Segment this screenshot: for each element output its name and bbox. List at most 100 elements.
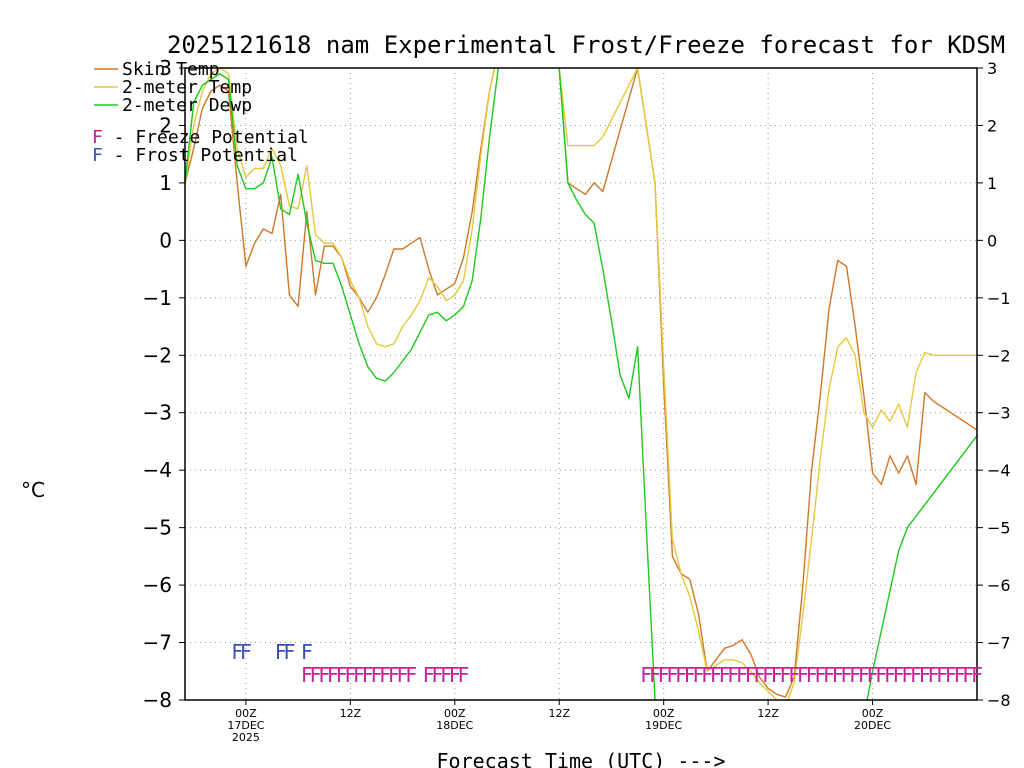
freeze-flag: F — [692, 663, 704, 687]
freeze-flag: F — [832, 663, 844, 687]
freeze-flag: F — [449, 663, 461, 687]
freeze-flag: F — [867, 663, 879, 687]
freeze-flag: F — [901, 663, 913, 687]
y-axis-left: 3 2 1 0 −1 −2 −3 −4 −5 −6 −7 −8 — [143, 56, 185, 712]
freeze-flag: F — [814, 663, 826, 687]
freeze-flag: F — [397, 663, 409, 687]
freeze-flag: F — [719, 663, 731, 687]
freeze-flag: F — [971, 663, 983, 687]
y-tick-label-right: 1 — [987, 174, 997, 193]
y-tick-label: −1 — [143, 286, 172, 310]
x-tick-label: 18DEC — [436, 719, 473, 732]
series-line-2-meter-temp — [185, 68, 977, 700]
y-tick-label: 1 — [159, 171, 172, 195]
y-tick-label-right: −4 — [987, 461, 1011, 480]
x-tick-label: 00Z — [235, 707, 257, 720]
freeze-flag: F — [710, 663, 722, 687]
freeze-flag: F — [301, 663, 313, 687]
legend-flag-text: - Frost Potential — [103, 145, 298, 166]
freeze-flag: F — [954, 663, 966, 687]
freeze-flag: F — [640, 663, 652, 687]
freeze-flag: F — [310, 663, 322, 687]
y-tick-label: −3 — [143, 401, 172, 425]
legend-flag-glyph: F — [92, 127, 103, 148]
x-tick-label: 20DEC — [854, 719, 891, 732]
freeze-flag: F — [884, 663, 896, 687]
legend-label: Skin Temp — [122, 59, 220, 80]
freeze-flag: F — [675, 663, 687, 687]
freeze-flag: F — [962, 663, 974, 687]
freeze-flag: F — [388, 663, 400, 687]
freeze-flag: F — [727, 663, 739, 687]
series-line-skin-temp — [185, 68, 977, 698]
x-tick-label: 17DEC — [227, 719, 264, 732]
legend-flag-text: - Freeze Potential — [103, 127, 309, 148]
chart-title: 2025121618 nam Experimental Frost/Freeze… — [167, 31, 1005, 59]
y-tick-label: −5 — [143, 516, 172, 540]
y-tick-label: −8 — [143, 688, 172, 712]
y-tick-label-right: 2 — [987, 116, 997, 135]
y-tick-label-right: 3 — [987, 59, 997, 78]
freeze-flag: F — [875, 663, 887, 687]
plot-frame — [184, 67, 978, 701]
freeze-flag: F — [684, 663, 696, 687]
freeze-flag: F — [370, 663, 382, 687]
series-lines — [185, 68, 977, 700]
y-tick-label-right: −3 — [987, 404, 1011, 423]
y-tick-label: −6 — [143, 573, 172, 597]
y-tick-label: −4 — [143, 458, 172, 482]
x-tick-label: 12Z — [757, 707, 779, 720]
x-tick-label: 00Z — [444, 707, 466, 720]
freeze-flag: F — [823, 663, 835, 687]
freeze-flag: F — [936, 663, 948, 687]
freeze-flag: F — [701, 663, 713, 687]
grid-lines — [185, 68, 977, 700]
freeze-flag: F — [745, 663, 757, 687]
freeze-flag: F — [919, 663, 931, 687]
frost-flag: F — [301, 640, 313, 664]
freeze-flag: F — [327, 663, 339, 687]
y-tick-label-right: −5 — [987, 519, 1011, 538]
freeze-flag: F — [910, 663, 922, 687]
x-tick-label: 00Z — [862, 707, 884, 720]
freeze-flag: F — [762, 663, 774, 687]
freeze-flag: F — [423, 663, 435, 687]
freeze-flag: F — [405, 663, 417, 687]
x-tick-label: 12Z — [340, 707, 362, 720]
x-axis-label: Forecast Time (UTC) ---> — [437, 749, 726, 768]
freeze-flag: F — [771, 663, 783, 687]
freeze-flag: F — [893, 663, 905, 687]
x-tick-label: 12Z — [548, 707, 570, 720]
frost-flag: F — [275, 640, 287, 664]
freeze-flag: F — [353, 663, 365, 687]
freeze-flag: F — [666, 663, 678, 687]
freeze-flag: F — [336, 663, 348, 687]
frost-flag: F — [283, 640, 295, 664]
x-tick-label: 19DEC — [645, 719, 682, 732]
freeze-flag: F — [379, 663, 391, 687]
freeze-flag: F — [927, 663, 939, 687]
freeze-flag: F — [344, 663, 356, 687]
freeze-flag: F — [858, 663, 870, 687]
y-tick-label: −2 — [143, 343, 172, 367]
y-tick-label: −7 — [143, 631, 172, 655]
frost-flag: F — [240, 640, 252, 664]
legend-label: 2-meter Temp — [122, 77, 252, 98]
freeze-flag: F — [649, 663, 661, 687]
freeze-flag: F — [797, 663, 809, 687]
legend-flag-entry: F - Freeze Potential — [92, 127, 309, 148]
freeze-flag: F — [318, 663, 330, 687]
freeze-flag: F — [440, 663, 452, 687]
y-tick-label: 0 — [159, 228, 172, 252]
x-tick-label: 00Z — [653, 707, 675, 720]
y-axis-label: °C — [21, 478, 45, 502]
freeze-flag: F — [431, 663, 443, 687]
y-tick-label-right: −8 — [987, 691, 1011, 710]
y-tick-label-right: −6 — [987, 576, 1011, 595]
legend-label: 2-meter Dewp — [122, 95, 252, 116]
y-tick-label-right: −2 — [987, 346, 1011, 365]
